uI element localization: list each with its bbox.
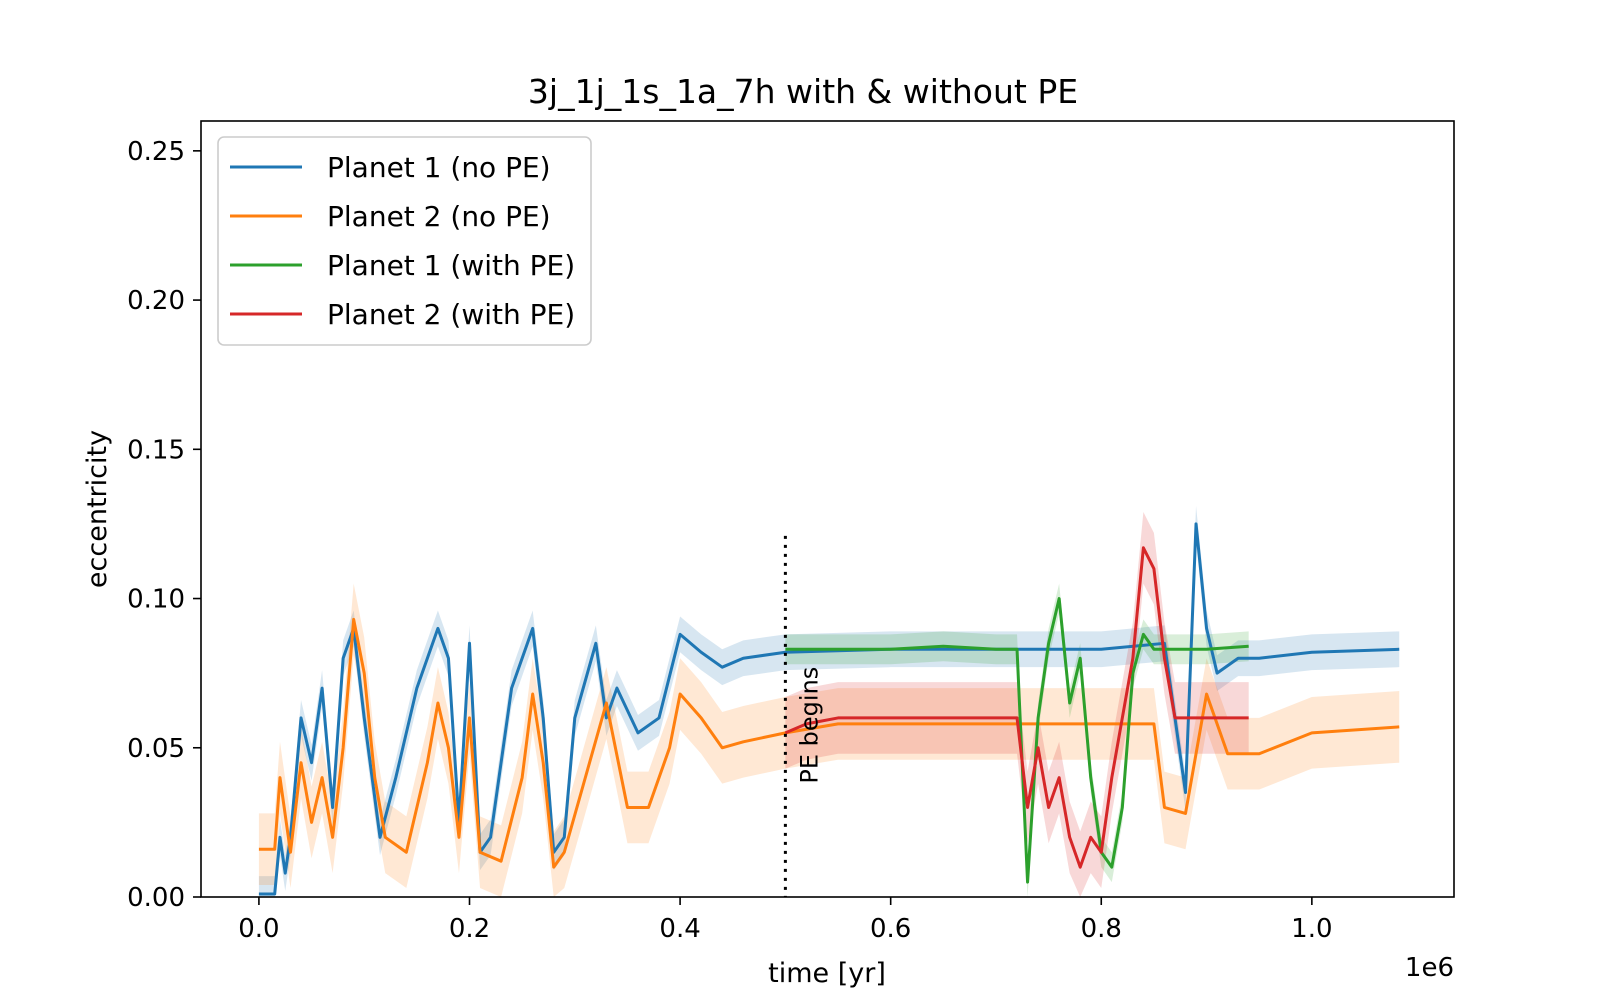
y-tick-label: 0.00 — [127, 883, 185, 913]
legend-label: Planet 1 (no PE) — [327, 151, 551, 184]
legend-label: Planet 2 (with PE) — [327, 298, 575, 331]
x-tick-label: 1.0 — [1291, 914, 1332, 944]
x-tick-label: 0.6 — [870, 914, 911, 944]
pe-begins-label: PE begins — [795, 667, 823, 784]
y-tick-label: 0.15 — [127, 435, 185, 465]
x-axis-label: time [yr] — [768, 958, 886, 989]
y-axis-label: eccentricity — [82, 430, 113, 588]
legend-label: Planet 1 (with PE) — [327, 249, 575, 282]
x-tick-label: 0.2 — [449, 914, 490, 944]
legend-box — [217, 136, 592, 346]
x-tick-label: 0.8 — [1081, 914, 1122, 944]
y-tick-label: 0.10 — [127, 585, 185, 615]
series-band-4 — [785, 511, 1249, 897]
x-axis: 0.0 0.2 0.4 0.6 0.8 1.0 — [238, 897, 1333, 944]
series-line-2 — [258, 617, 1400, 869]
series-band-2 — [258, 583, 1400, 897]
y-axis: 0.00 0.05 0.10 0.15 0.20 0.25 — [127, 137, 201, 913]
chart-title: 3j_1j_1s_1a_7h with & without PE — [528, 72, 1078, 111]
y-tick-label: 0.20 — [127, 286, 185, 316]
legend: Planet 1 (no PE) Planet 2 (no PE) Planet 1… — [217, 136, 592, 346]
x-tick-label: 0.4 — [659, 914, 700, 944]
y-tick-label: 0.25 — [127, 137, 185, 167]
legend-label: Planet 2 (no PE) — [327, 200, 551, 233]
x-offset-text: 1e6 — [1405, 953, 1454, 983]
x-tick-label: 0.0 — [238, 914, 279, 944]
y-tick-label: 0.05 — [127, 734, 185, 764]
series-line-3 — [785, 597, 1249, 884]
plot-area: PE begins — [258, 506, 1400, 897]
series-line-4 — [784, 546, 1249, 869]
plot-frame — [200, 120, 1455, 898]
